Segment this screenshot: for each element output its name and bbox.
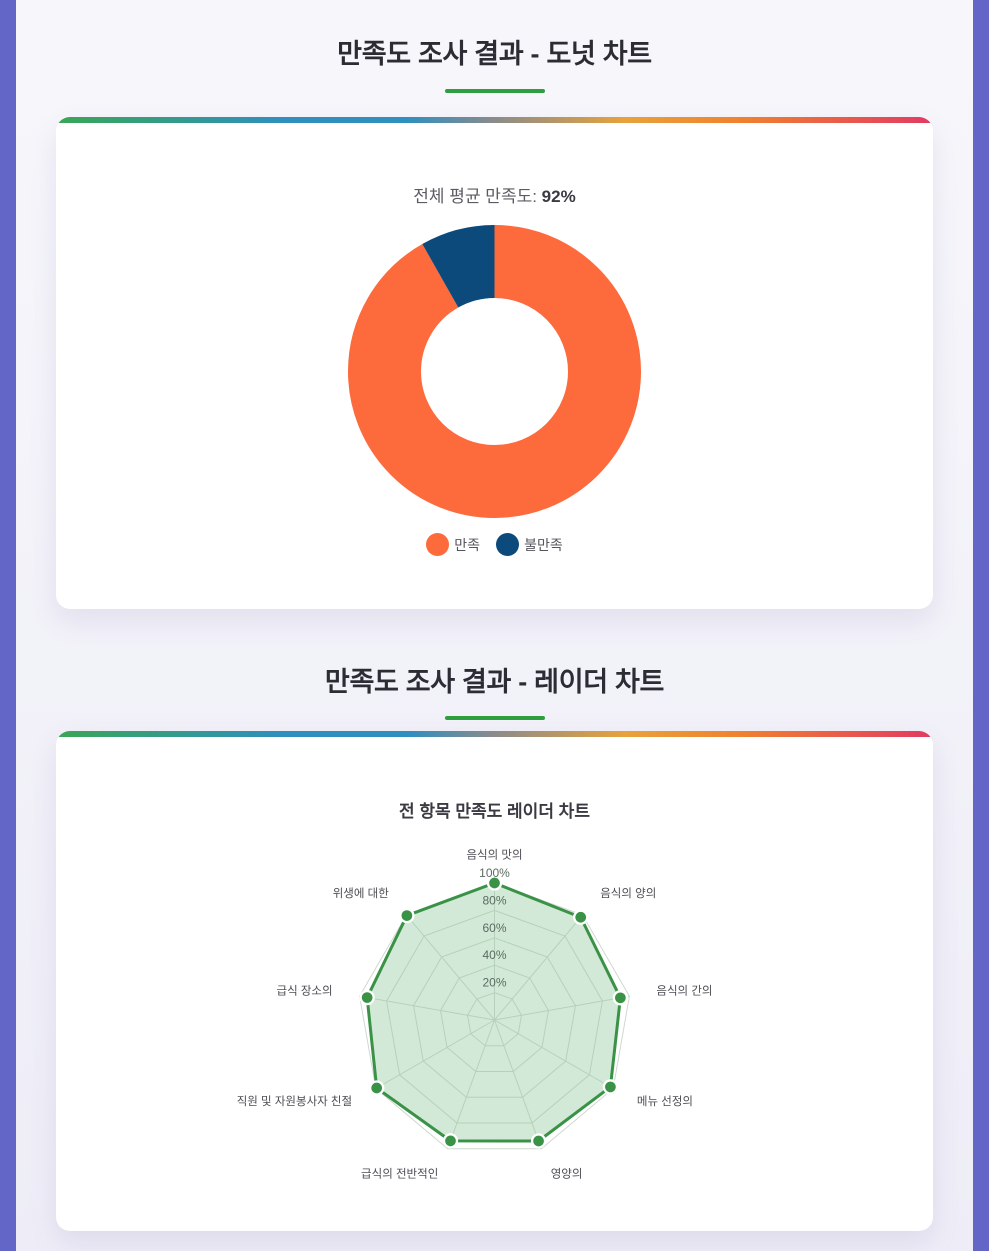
svg-text:음식의 양의: 음식의 양의 [600,887,656,900]
svg-text:직원 및 자원봉사자 친절: 직원 및 자원봉사자 친절 [237,1094,352,1108]
svg-text:80%: 80% [482,893,506,907]
svg-text:급식의 전반적인: 급식의 전반적인 [361,1168,438,1181]
svg-text:40%: 40% [482,948,506,962]
svg-text:영양의: 영양의 [551,1168,583,1181]
svg-text:60%: 60% [482,921,506,935]
svg-text:음식의 맛의: 음식의 맛의 [466,849,522,862]
svg-text:100%: 100% [479,866,510,880]
svg-text:급식 장소의: 급식 장소의 [276,985,332,998]
svg-text:메뉴 선정의: 메뉴 선정의 [637,1095,693,1108]
svg-text:위생에 대한: 위생에 대한 [333,887,390,900]
svg-text:20%: 20% [482,976,506,990]
svg-text:음식의 간의: 음식의 간의 [656,985,712,998]
